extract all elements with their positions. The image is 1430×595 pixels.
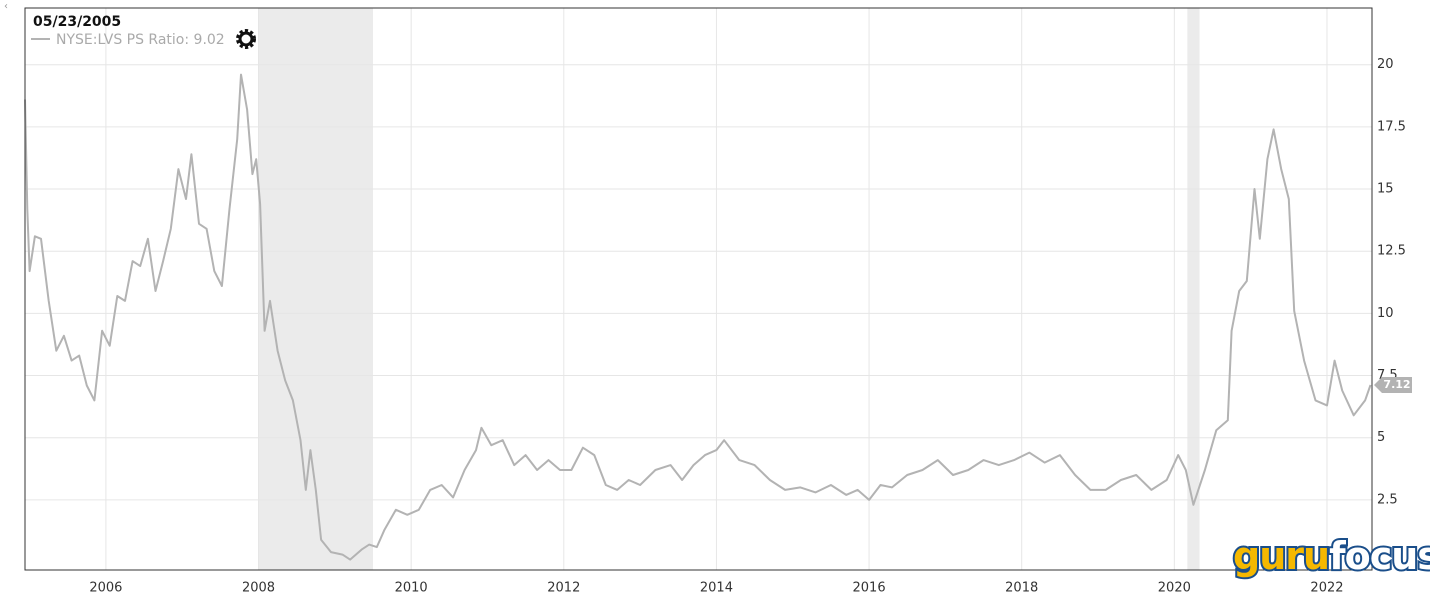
x-tick-label: 2010	[395, 581, 428, 595]
y-tick-label: 10	[1377, 306, 1394, 321]
y-tick-label: 17.5	[1377, 119, 1406, 134]
settings-gear[interactable]	[236, 29, 256, 49]
x-tick-label: 2006	[89, 581, 122, 595]
plot-frame	[24, 7, 1373, 571]
y-tick-label: 15	[1377, 182, 1394, 197]
cursor-date: 05/23/2005	[33, 14, 121, 30]
y-tick-label: 2.5	[1377, 492, 1398, 507]
legend-entry: NYSE:LVS PS Ratio: 9.02	[56, 32, 225, 48]
x-tick-label: 2018	[1005, 581, 1038, 595]
gear-body	[236, 29, 256, 49]
x-tick-label: 2012	[547, 581, 580, 595]
logo-focus: focus	[1329, 534, 1430, 578]
recession-band	[258, 8, 374, 570]
logo-guru: guru	[1233, 534, 1329, 578]
y-tick-label: 20	[1377, 57, 1394, 72]
y-tick-label: 5	[1377, 430, 1385, 445]
x-tick-label: 2022	[1310, 581, 1343, 595]
x-tick-label: 2014	[700, 581, 733, 595]
last-value-tag	[1374, 376, 1412, 393]
y-tick-label: 12.5	[1377, 244, 1406, 259]
logo: gurufocus	[1233, 534, 1430, 578]
back-arrow[interactable]: ‹	[4, 1, 8, 12]
x-tick-label: 2020	[1158, 581, 1191, 595]
recession-band	[1187, 8, 1200, 570]
x-tick-label: 2016	[853, 581, 886, 595]
gear-ring	[238, 31, 254, 47]
series-line	[24, 73, 1372, 561]
last-value-label: 7.12	[1383, 378, 1410, 391]
x-tick-label: 2008	[242, 581, 275, 595]
